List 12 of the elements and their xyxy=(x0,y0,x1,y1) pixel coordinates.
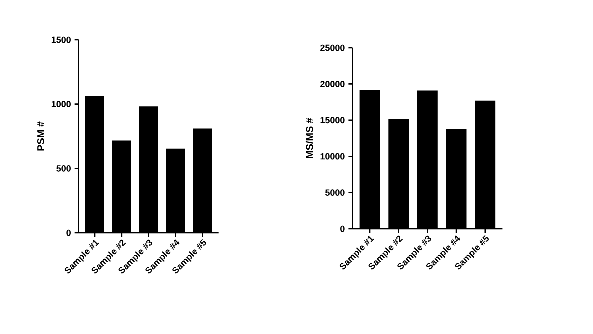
y-tick-label: 15000 xyxy=(320,117,345,124)
y-tick-label: 5000 xyxy=(326,190,345,196)
y-tick-label: 1500 xyxy=(52,36,71,44)
y-tick-label: 25000 xyxy=(320,44,345,52)
y-tick-label: 0 xyxy=(66,230,71,236)
y-tick-label: 1000 xyxy=(52,101,71,108)
y-axis-title: PSM # xyxy=(37,122,45,151)
y-tick-label: 20000 xyxy=(320,81,345,88)
y-tick-label: 10000 xyxy=(320,153,345,160)
y-tick-label: 500 xyxy=(56,165,71,172)
y-axis-title: MS/MS # xyxy=(306,118,314,158)
y-tick-label: 0 xyxy=(340,226,345,232)
